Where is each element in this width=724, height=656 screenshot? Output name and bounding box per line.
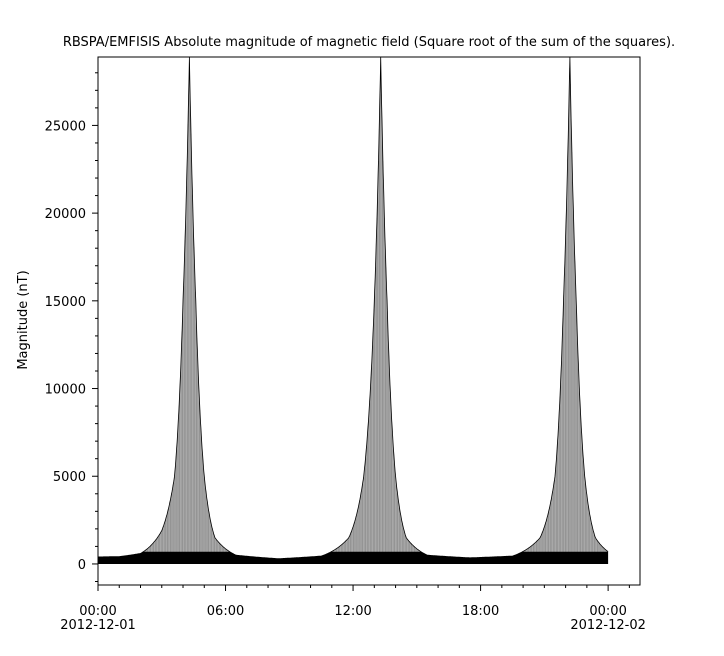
x-tick-date-label: 2012-12-02 [570,618,646,633]
y-tick-label: 10000 [45,383,86,398]
x-tick-label: 00:00 [79,604,116,619]
y-tick-label: 15000 [45,295,86,310]
y-tick-label: 20000 [45,207,86,222]
y-axis-label: Magnitude (nT) [16,270,31,369]
chart-title: RBSPA/EMFISIS Absolute magnitude of magn… [63,35,675,50]
x-tick-label: 00:00 [589,604,626,619]
y-tick-label: 25000 [45,119,86,134]
y-axis: 0 5000 10000 15000 20000 25000 [45,72,98,582]
x-tick-label: 12:00 [334,604,371,619]
x-tick-date-label: 2012-12-01 [60,618,136,633]
data-hatching [97,57,608,564]
data-upper-trace [98,56,609,560]
y-tick-label: 5000 [53,470,86,485]
y-tick-label: 0 [78,558,86,573]
plot-frame [97,56,641,586]
x-tick-label: 18:00 [462,604,499,619]
data-baseline-band [98,551,609,564]
data-layer [97,56,609,564]
x-tick-label: 06:00 [207,604,244,619]
